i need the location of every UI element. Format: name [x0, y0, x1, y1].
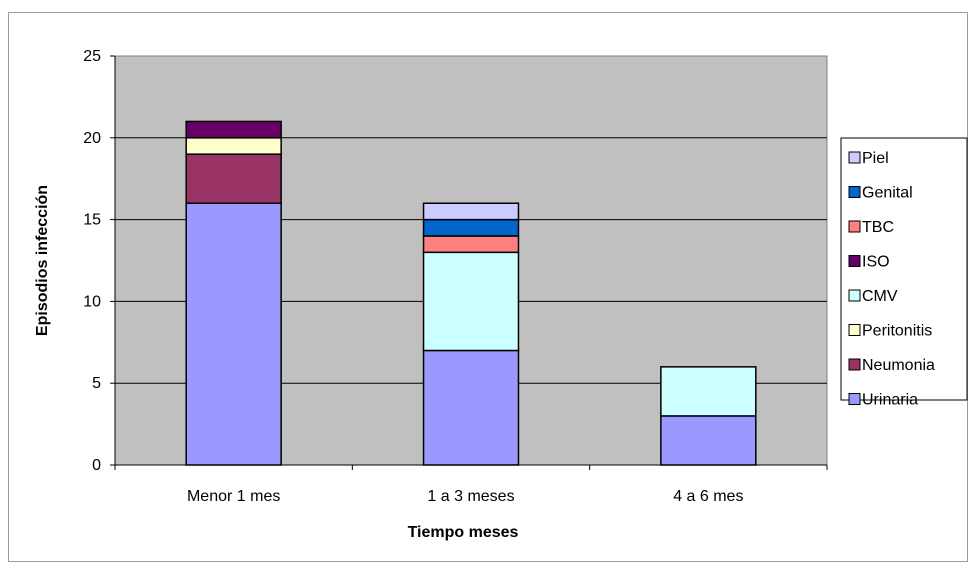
- y-tick-labels: 0 5 10 15 20 25: [83, 48, 101, 474]
- x-tick-label: 4 a 6 mes: [673, 488, 743, 505]
- bar-segment-urinaria: [185, 202, 282, 466]
- legend-swatch-peritonitis: [848, 324, 861, 336]
- bar-segment-urinaria: [660, 415, 757, 466]
- y-axis-title: Episodios infección: [34, 185, 51, 336]
- legend-swatch-urinaria: [848, 393, 861, 405]
- chart-frame: 0 5 10 15 20 25 Menor 1 mes 1 a 3 meses 4 a 6 m…: [8, 12, 968, 562]
- legend-items: Piel Genital TBC ISO CMV Peritonitis Neumonia U…: [848, 150, 935, 409]
- legend-box: [840, 137, 968, 401]
- y-tick-label: 15: [83, 212, 101, 229]
- y-tick-label: 25: [83, 48, 101, 65]
- legend-label-tbc: TBC: [862, 219, 894, 236]
- y-tick-label: 10: [83, 293, 101, 310]
- x-tick-label: Menor 1 mes: [187, 488, 280, 505]
- legend-swatch-piel: [848, 151, 861, 164]
- legend-label-piel: Piel: [862, 150, 889, 167]
- bar-segment-urinaria: [422, 349, 520, 466]
- legend: Piel Genital TBC ISO CMV Peritonitis Neumonia U…: [840, 137, 968, 409]
- y-tick-label: 5: [92, 375, 101, 392]
- legend-label-cmv: CMV: [862, 288, 898, 305]
- legend-label-iso: ISO: [862, 254, 890, 271]
- bar-segment-tbc: [422, 235, 520, 254]
- chart-svg: 0 5 10 15 20 25 Menor 1 mes 1 a 3 meses 4 a 6 m…: [34, 48, 968, 541]
- y-tick-label: 0: [92, 457, 101, 474]
- bar-segment-cmv: [422, 251, 520, 352]
- x-tick-label: 1 a 3 meses: [427, 488, 514, 505]
- legend-label-peritonitis: Peritonitis: [862, 323, 932, 340]
- bar-segment-neumonia: [185, 153, 282, 204]
- legend-label-genital: Genital: [862, 185, 913, 202]
- bar-segment-genital: [422, 218, 520, 237]
- legend-swatch-neumonia: [848, 358, 861, 371]
- x-axis-title: Tiempo meses: [408, 524, 519, 541]
- legend-label-urinaria: Urinaria: [862, 392, 918, 409]
- bar-segment-piel: [422, 202, 520, 221]
- axes: [110, 55, 828, 470]
- bar-segment-peritonitis: [185, 137, 282, 155]
- legend-label-neumonia: Neumonia: [862, 357, 935, 374]
- y-tick-label: 20: [83, 130, 101, 147]
- legend-swatch-genital: [848, 186, 861, 198]
- legend-swatch-cmv: [848, 289, 861, 302]
- legend-swatch-iso: [848, 255, 861, 267]
- x-tick-labels: Menor 1 mes 1 a 3 meses 4 a 6 mes: [187, 488, 743, 505]
- legend-swatch-tbc: [848, 220, 861, 233]
- bar-segment-cmv: [660, 366, 757, 417]
- bar-segment-iso: [185, 120, 282, 139]
